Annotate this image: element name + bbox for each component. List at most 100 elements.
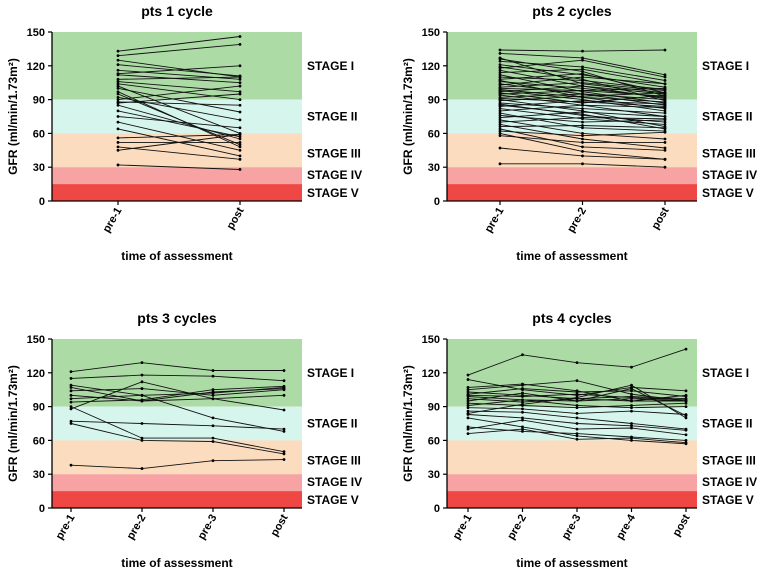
data-point (140, 373, 144, 377)
data-point (684, 405, 688, 408)
series-line (117, 74, 241, 84)
data-point (575, 411, 579, 415)
series-line (117, 36, 241, 52)
data-point (684, 393, 688, 397)
data-point (238, 98, 242, 101)
series-line (70, 394, 285, 411)
data-point (684, 416, 688, 420)
data-point (116, 80, 120, 83)
series-line (70, 420, 285, 430)
data-point (663, 86, 667, 90)
data-point (521, 398, 524, 402)
y-tick-label: 60 (428, 128, 440, 140)
data-point (498, 59, 502, 63)
data-point (466, 386, 470, 389)
x-tick-label: pre-4 (614, 512, 638, 542)
data-point (238, 92, 242, 96)
data-point (116, 101, 120, 105)
data-point (498, 63, 502, 67)
data-point (498, 65, 502, 69)
stage-label: STAGE III (307, 147, 361, 161)
chart-panel-2: 0 30 60 90 120 150 pre-1 pre-2 post pts 2 cycles t… (401, 3, 757, 263)
data-point (282, 429, 286, 433)
y-tick-label: 60 (33, 128, 45, 140)
data-point (140, 422, 144, 425)
chart-title: pts 2 cycles (532, 3, 612, 19)
y-tick-label: 0 (434, 503, 440, 515)
x-tick-label: pre-2 (565, 206, 589, 235)
series-line (70, 388, 285, 396)
y-tick-label: 90 (33, 402, 45, 414)
series-line (117, 93, 241, 104)
data-point (521, 387, 524, 390)
data-point (663, 165, 667, 169)
data-point (663, 148, 667, 152)
data-point (211, 388, 215, 392)
data-point (140, 398, 144, 402)
data-point (211, 374, 215, 378)
series-line (117, 134, 241, 151)
data-point (630, 387, 633, 390)
stage-label: STAGE I (702, 366, 749, 380)
chart-panel-1: 0 30 60 90 120 150 pre-1 post pts 1 cycle time of… (6, 3, 362, 263)
data-point (684, 433, 688, 437)
chart-panel-4: 0 30 60 90 120 150 pre-1 pre-2 pre-3 pre-4 post pts… (401, 310, 757, 570)
data-point (663, 102, 667, 106)
data-point (69, 419, 73, 423)
data-point (282, 408, 286, 412)
data-point (663, 111, 667, 115)
data-point (116, 77, 120, 81)
data-point (498, 98, 502, 101)
data-point (211, 397, 215, 401)
stage-label: STAGE II (702, 110, 752, 124)
series-line (70, 381, 285, 410)
data-point (116, 109, 120, 113)
chart-title: pts 3 cycles (137, 310, 217, 326)
data-point (581, 89, 584, 92)
data-point (581, 72, 584, 76)
data-point (663, 89, 667, 92)
data-point (211, 436, 215, 440)
data-point (466, 427, 470, 431)
x-tick-label: pre-1 (451, 513, 475, 542)
y-tick-label: 90 (428, 95, 440, 107)
data-point (211, 440, 215, 443)
data-point (498, 83, 502, 87)
data-point (498, 91, 502, 95)
data-point (116, 95, 120, 99)
stage-band-5 (447, 491, 697, 508)
series-line (70, 394, 285, 432)
data-point (575, 399, 579, 403)
data-point (238, 143, 242, 147)
series-line (117, 43, 241, 57)
x-axis-title: time of assessment (516, 556, 627, 570)
data-point (575, 422, 579, 425)
data-point (663, 115, 667, 118)
data-point (282, 458, 286, 461)
data-point (663, 73, 667, 77)
data-point (211, 424, 215, 428)
data-point (238, 35, 242, 38)
data-point (238, 77, 242, 81)
stage-label: STAGE III (702, 454, 756, 468)
series-line (70, 362, 284, 373)
y-tick-label: 150 (422, 334, 440, 346)
data-point (140, 467, 144, 470)
stage-label: STAGE II (307, 110, 357, 124)
y-tick-label: 150 (27, 27, 45, 39)
data-point (630, 396, 633, 399)
data-point (630, 409, 633, 413)
x-tick-label: pre-3 (560, 513, 584, 542)
data-point (581, 86, 584, 90)
data-point (630, 389, 633, 393)
data-point (140, 361, 144, 365)
data-point (466, 409, 470, 413)
data-point (69, 405, 73, 408)
data-point (116, 49, 120, 53)
data-point (581, 49, 584, 53)
stage-band-4 (52, 474, 302, 492)
data-point (663, 146, 667, 150)
data-point (630, 424, 633, 428)
series-line (117, 87, 241, 113)
data-point (140, 380, 144, 384)
